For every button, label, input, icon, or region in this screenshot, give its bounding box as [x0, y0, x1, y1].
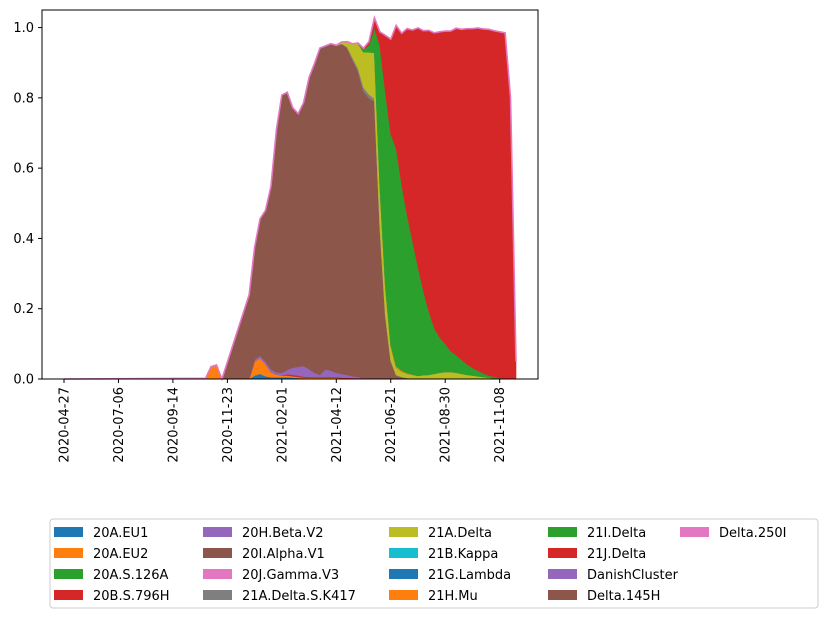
y-tick-label: 0.8 — [13, 91, 34, 106]
legend: 20A.EU1 20A.EU2 20A.S.126A 20B.S.796H 20H.Be… — [49, 518, 819, 609]
legend-swatch — [203, 569, 232, 579]
x-tick-label: 2021-11-08 — [493, 387, 508, 463]
legend-swatch — [548, 527, 577, 537]
legend-swatch — [389, 569, 418, 579]
x-tick-label: 2020-09-14 — [166, 387, 181, 463]
legend-label: Delta.145H — [587, 589, 660, 604]
x-tick-label: 2020-07-06 — [112, 387, 127, 463]
legend-swatch — [389, 548, 418, 558]
y-tick-label: 0.4 — [13, 232, 34, 247]
x-tick-label: 2021-02-01 — [275, 387, 290, 463]
area-top-outline — [63, 15, 517, 382]
x-axis: 2020-04-27 2020-07-06 2020-09-14 2020-11-23… — [58, 379, 508, 463]
legend-swatch — [680, 527, 709, 537]
y-tick-label: 0.6 — [13, 162, 34, 177]
y-tick-label: 0.2 — [13, 302, 34, 317]
y-axis: 0.0 0.2 0.4 0.6 0.8 1.0 — [13, 21, 42, 388]
legend-label: 21A.Delta — [428, 526, 492, 541]
legend-label: 21B.Kappa — [428, 547, 498, 562]
x-tick-label: 2021-08-30 — [439, 387, 454, 463]
legend-label: 21J.Delta — [587, 547, 646, 562]
legend-label: 20A.S.126A — [93, 568, 169, 583]
legend-label: 20H.Beta.V2 — [242, 526, 324, 541]
legend-label: 20J.Gamma.V3 — [242, 568, 339, 583]
x-tick-label: 2021-04-12 — [330, 387, 345, 463]
y-tick-label: 0.0 — [13, 373, 34, 388]
legend-swatch — [203, 590, 232, 600]
legend-swatch — [548, 548, 577, 558]
legend-swatch — [548, 569, 577, 579]
legend-swatch — [54, 548, 83, 558]
legend-swatch — [54, 569, 83, 579]
legend-swatch — [203, 548, 232, 558]
x-tick-label: 2020-11-23 — [221, 387, 236, 463]
legend-swatch — [203, 527, 232, 537]
legend-swatch — [54, 527, 83, 537]
legend-label: 21H.Mu — [428, 589, 478, 604]
legend-swatch — [389, 590, 418, 600]
legend-swatch — [54, 590, 83, 600]
y-tick-label: 1.0 — [13, 21, 34, 36]
plot-frame — [41, 9, 539, 380]
legend-frame — [49, 518, 819, 609]
legend-label: 20B.S.796H — [93, 589, 170, 604]
legend-label: DanishCluster — [587, 568, 679, 583]
legend-label: 20A.EU1 — [93, 526, 148, 541]
legend-label: 21A.Delta.S.K417 — [242, 589, 356, 604]
legend-label: 21I.Delta — [587, 526, 646, 541]
area-layers — [63, 15, 517, 382]
x-tick-label: 2021-06-21 — [384, 387, 399, 463]
legend-swatch — [548, 590, 577, 600]
x-tick-label: 2020-04-27 — [58, 387, 73, 463]
legend-label: 20A.EU2 — [93, 547, 148, 562]
legend-swatch — [389, 527, 418, 537]
legend-label: 20I.Alpha.V1 — [242, 547, 325, 562]
legend-label: 21G.Lambda — [428, 568, 511, 583]
legend-label: Delta.250I — [719, 526, 786, 541]
